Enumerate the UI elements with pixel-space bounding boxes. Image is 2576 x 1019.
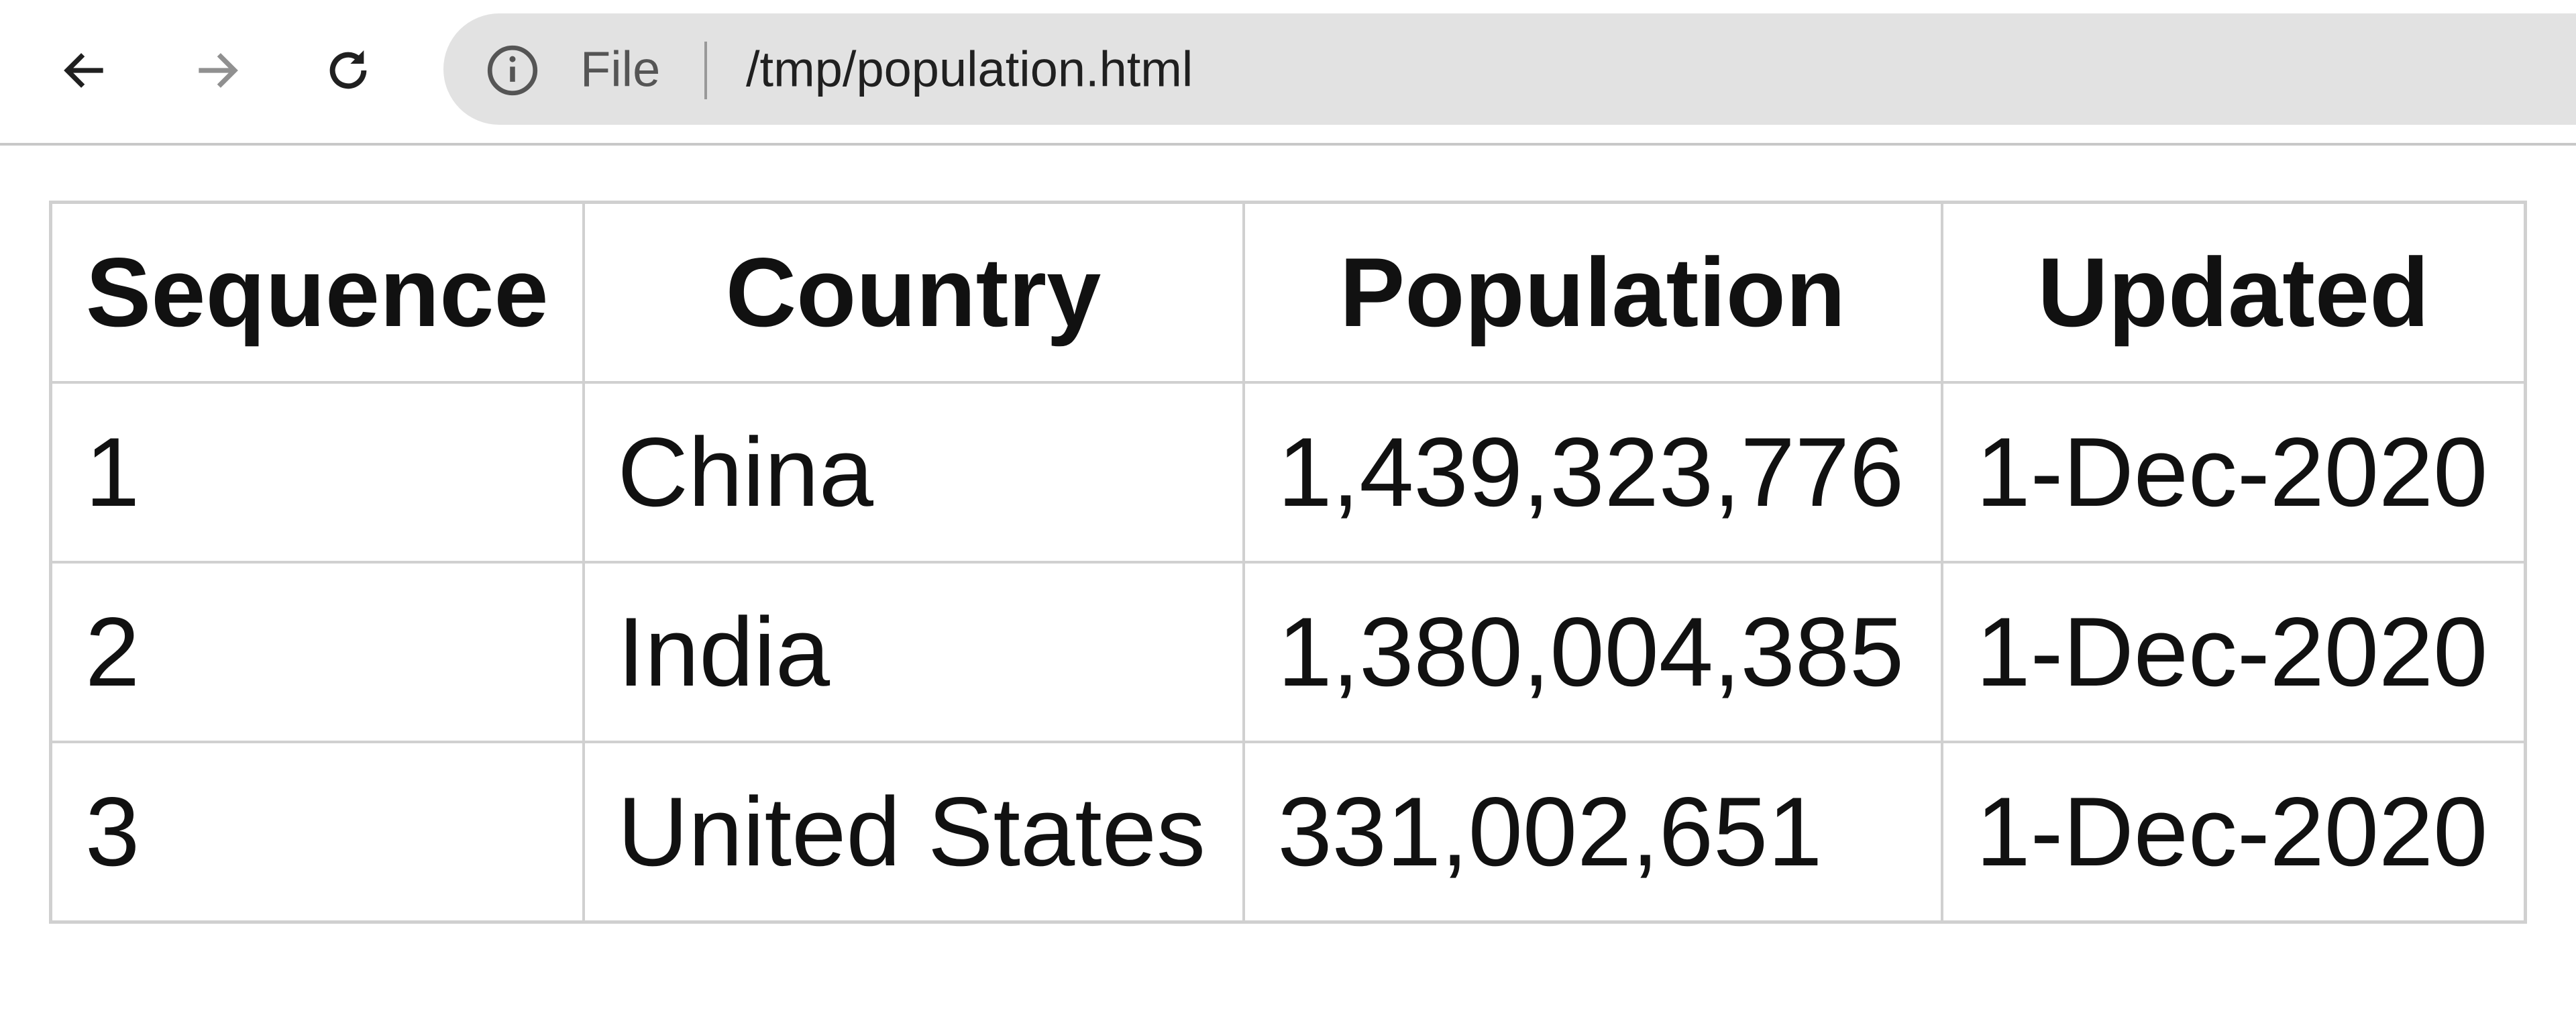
table-cell: 1,439,323,776 [1242,381,1943,564]
info-icon[interactable] [482,40,543,101]
table-cell: United States [582,741,1245,924]
header-row: Sequence Country Population Updated [49,201,2527,384]
reload-button[interactable] [321,44,375,97]
scheme-label: File [580,41,661,97]
table-cell: 331,002,651 [1242,741,1943,924]
browser-toolbar: File /tmp/population.html [0,0,2576,146]
table-cell: 2 [49,561,585,743]
table-row: 1 China 1,439,323,776 1-Dec-2020 [49,381,2527,564]
forward-button[interactable] [190,44,244,97]
header-cell: Population [1242,201,1943,384]
table-cell: 1-Dec-2020 [1940,741,2527,924]
table-cell: 1 [49,381,585,564]
table-cell: 1,380,004,385 [1242,561,1943,743]
header-cell: Sequence [49,201,585,384]
separator [704,42,707,99]
table-cell: India [582,561,1245,743]
population-table: Sequence Country Population Updated 1 China 1… [49,201,2527,924]
table-cell: 1-Dec-2020 [1940,381,2527,564]
back-button[interactable] [58,44,112,97]
table-cell: 1-Dec-2020 [1940,561,2527,743]
table-body: 1 China 1,439,323,776 1-Dec-2020 2 India 1,380… [49,381,2527,924]
table-row: 2 India 1,380,004,385 1-Dec-2020 [49,561,2527,743]
table-row: 3 United States 331,002,651 1-Dec-2020 [49,741,2527,924]
header-cell: Updated [1940,201,2527,384]
url-text[interactable]: /tmp/population.html [746,41,1193,97]
address-bar[interactable] [443,13,2576,125]
header-cell: Country [582,201,1245,384]
table-cell: 3 [49,741,585,924]
table-cell: China [582,381,1245,564]
